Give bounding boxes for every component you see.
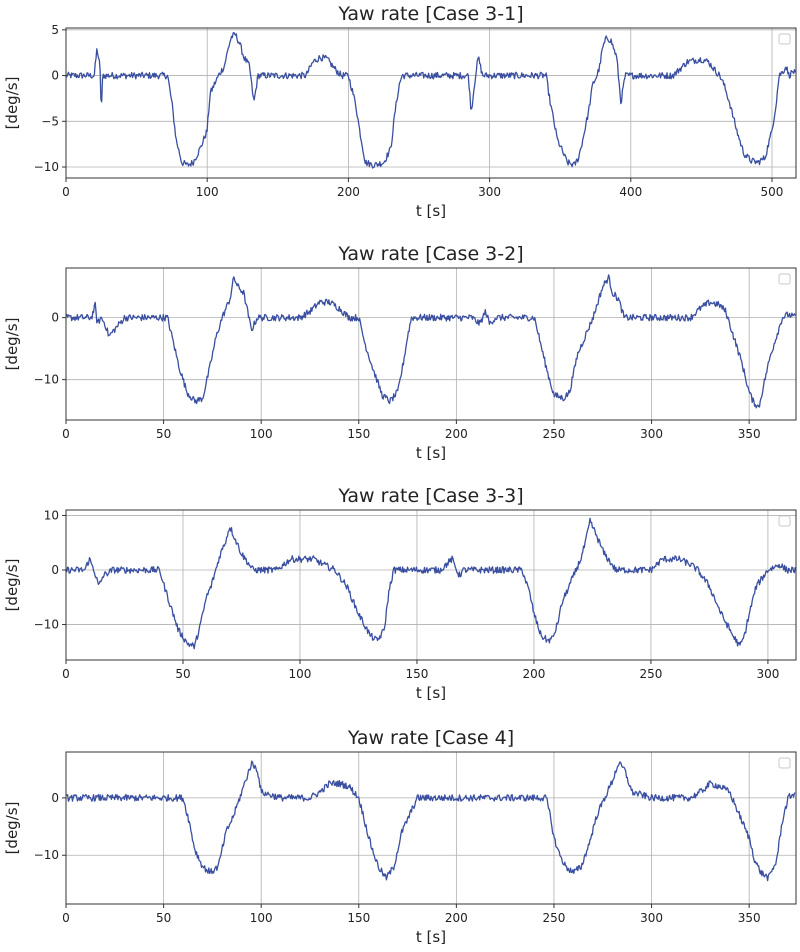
x-tick-label: 200 <box>337 185 360 199</box>
x-tick-label: 200 <box>445 427 468 441</box>
chart-2: Yaw rate [Case 3-2] 0 50 100 150 200 250 300 350… <box>3 243 797 462</box>
chart-title: Yaw rate [Case 3-1] <box>337 3 523 25</box>
x-tick-label: 0 <box>62 427 70 441</box>
plot-frame <box>65 509 797 661</box>
legend-box <box>778 515 791 527</box>
plot-frame <box>65 267 797 421</box>
x-tick-label: 150 <box>347 427 370 441</box>
y-tick-label: −10 <box>34 373 59 387</box>
y-axis-label: [deg/s] <box>3 318 21 371</box>
x-tick-label: 250 <box>543 911 566 925</box>
series-line-1 <box>66 517 796 650</box>
y-tick-label: 0 <box>51 69 59 83</box>
x-tick-label: 100 <box>289 667 312 681</box>
y-axis-label: [deg/s] <box>3 559 21 612</box>
x-axis-label: t [s] <box>416 684 446 702</box>
x-tick-label: 200 <box>445 911 468 925</box>
x-tick-label: 300 <box>640 427 663 441</box>
x-axis-label: t [s] <box>416 444 446 462</box>
x-tick-label: 250 <box>639 667 662 681</box>
x-tick-label: 0 <box>62 667 70 681</box>
x-axis-label: t [s] <box>416 202 446 220</box>
x-tick-label: 400 <box>619 185 642 199</box>
y-tick-label: 0 <box>51 311 59 325</box>
x-tick-label: 300 <box>478 185 501 199</box>
y-tick-label: 0 <box>51 563 59 577</box>
x-tick-label: 300 <box>756 667 779 681</box>
y-tick-label: −10 <box>34 160 59 174</box>
x-tick-label: 350 <box>738 911 761 925</box>
series-line-1 <box>66 760 796 882</box>
legend-box <box>778 273 791 285</box>
y-tick-label: 5 <box>51 23 59 37</box>
x-tick-label: 50 <box>156 427 171 441</box>
plot-frame <box>65 27 797 179</box>
x-tick-label: 350 <box>738 427 761 441</box>
y-tick-label: −10 <box>34 848 59 862</box>
chart-title: Yaw rate [Case 4] <box>347 727 514 749</box>
x-tick-label: 100 <box>196 185 219 199</box>
chart-title: Yaw rate [Case 3-2] <box>337 243 523 265</box>
y-axis-label: [deg/s] <box>3 802 21 855</box>
x-tick-label: 0 <box>62 911 70 925</box>
legend-box <box>778 33 791 45</box>
x-tick-label: 100 <box>250 911 273 925</box>
x-tick-label: 300 <box>640 911 663 925</box>
series-line-1 <box>66 274 796 409</box>
x-tick-label: 200 <box>522 667 545 681</box>
x-tick-label: 50 <box>156 911 171 925</box>
x-tick-label: 50 <box>175 667 190 681</box>
x-tick-label: 100 <box>250 427 273 441</box>
legend-box <box>778 757 791 769</box>
x-tick-label: 150 <box>347 911 370 925</box>
chart-1: Yaw rate [Case 3-1] 0 100 200 300 400 500 −10 −5… <box>3 3 797 220</box>
series-line-1 <box>66 31 796 169</box>
y-tick-label: −5 <box>41 114 59 128</box>
x-tick-label: 0 <box>62 185 70 199</box>
chart-3: Yaw rate [Case 3-3]0 50 100 150 200 250 300−10… <box>3 485 797 702</box>
chart-4: Yaw rate [Case 4] 0 50 100 150 200 250 300 350 −1… <box>3 727 797 946</box>
y-axis-label: [deg/s] <box>3 77 21 130</box>
x-tick-label: 250 <box>543 427 566 441</box>
chart-title: Yaw rate [Case 3-3] <box>337 485 523 507</box>
y-tick-label: −10 <box>34 618 59 632</box>
x-tick-label: 150 <box>406 667 429 681</box>
y-tick-label: 10 <box>44 508 59 522</box>
plot-frame <box>65 751 797 905</box>
x-axis-label: t [s] <box>416 928 446 946</box>
x-tick-label: 500 <box>761 185 784 199</box>
y-tick-label: 0 <box>51 791 59 805</box>
